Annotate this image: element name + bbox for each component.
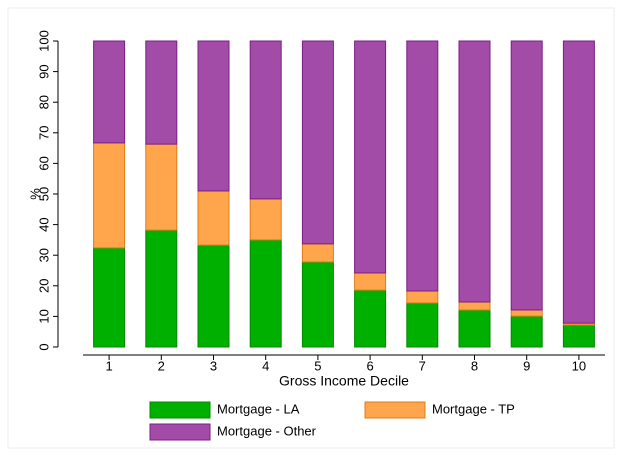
legend-label: Mortgage - TP: [432, 401, 515, 416]
bar-segment: [301, 243, 334, 263]
bar-segment: [406, 40, 439, 292]
bar-segment: [197, 244, 230, 348]
x-tick-label: 2: [158, 358, 165, 373]
legend-label: Mortgage - Other: [217, 423, 317, 438]
bar-segment: [458, 40, 491, 303]
bar-segment: [354, 40, 387, 274]
bar-segment: [510, 315, 543, 348]
bar-segment: [249, 40, 282, 200]
bar-segment: [145, 40, 178, 145]
x-tick-label: 1: [105, 358, 112, 373]
bar-segment: [458, 309, 491, 348]
x-tick-label: 9: [523, 358, 530, 373]
bar-segment: [249, 239, 282, 348]
bar-segment: [197, 40, 230, 192]
y-axis-label: %: [27, 188, 42, 200]
x-tick-label: 10: [572, 358, 586, 373]
bar-segment: [249, 198, 282, 241]
y-tick-label: 70: [36, 126, 51, 140]
bar-segment: [93, 40, 126, 144]
legend-swatch: [149, 401, 211, 419]
bar-segment: [562, 324, 595, 348]
x-axis-label: Gross Income Decile: [279, 373, 409, 389]
bar-segment: [197, 190, 230, 246]
y-tick-label: 40: [36, 217, 51, 231]
y-tick-label: 50: [36, 187, 51, 201]
y-tick-label: 20: [36, 279, 51, 293]
bar-segment: [406, 290, 439, 304]
x-tick-label: 5: [314, 358, 321, 373]
bar-segment: [301, 40, 334, 245]
x-tick-label: 4: [262, 358, 269, 373]
legend-label: Mortgage - LA: [217, 401, 300, 416]
bar-segment: [93, 247, 126, 348]
x-tick-label: 7: [419, 358, 426, 373]
y-tick-label: 90: [36, 64, 51, 78]
y-tick-label: 10: [36, 309, 51, 323]
bar-segment: [301, 261, 334, 348]
bar-segment: [458, 301, 491, 311]
bar-segment: [562, 40, 595, 324]
bar-segment: [354, 272, 387, 291]
bar-segment: [406, 302, 439, 348]
bar-segment: [510, 309, 543, 317]
bar-segment: [510, 40, 543, 311]
y-tick-label: 30: [36, 248, 51, 262]
bar-segment: [93, 142, 126, 249]
bar-segment: [145, 229, 178, 348]
y-tick-label: 80: [36, 95, 51, 109]
y-tick-label: 60: [36, 156, 51, 170]
y-tick-label: 0: [36, 343, 51, 350]
x-tick-label: 6: [366, 358, 373, 373]
bar-segment: [354, 289, 387, 348]
y-tick-label: 100: [36, 30, 51, 52]
legend-swatch: [149, 423, 211, 441]
bar-segment: [145, 143, 178, 231]
x-tick-label: 3: [210, 358, 217, 373]
legend-swatch: [364, 401, 426, 419]
x-tick-label: 8: [471, 358, 478, 373]
